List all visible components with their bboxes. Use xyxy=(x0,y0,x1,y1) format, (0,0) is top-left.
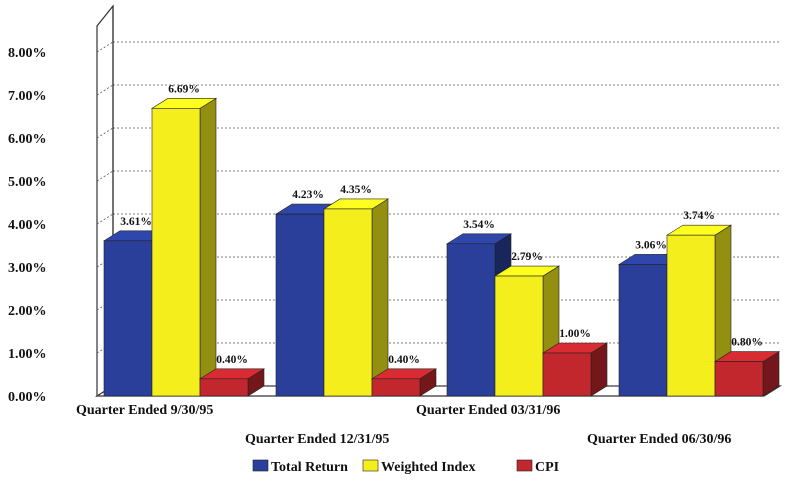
bar-front xyxy=(542,352,592,397)
gridline-side xyxy=(96,41,114,53)
bar xyxy=(198,368,266,397)
bar-front xyxy=(323,208,373,397)
data-label: 1.00% xyxy=(559,328,591,340)
legend-item: Weighted Index xyxy=(362,459,476,475)
gridlines xyxy=(96,6,780,397)
bar xyxy=(150,97,218,397)
y-tick-label: 0.00% xyxy=(8,390,47,405)
y-tick-label: 2.00% xyxy=(8,304,47,319)
gridline-side xyxy=(96,213,114,225)
bar-front xyxy=(494,275,544,397)
y-tick-label: 8.00% xyxy=(8,46,47,61)
x-tick-label: Quarter Ended 03/31/96 xyxy=(416,403,560,418)
y-tick-label: 7.00% xyxy=(8,89,47,104)
data-label: 4.23% xyxy=(292,189,324,201)
data-label: 2.79% xyxy=(511,251,543,263)
bar-front xyxy=(371,378,421,397)
legend-label: Total Return xyxy=(271,460,348,475)
bar-front xyxy=(666,234,716,397)
legend-item: CPI xyxy=(516,459,559,475)
gridline-side xyxy=(96,127,114,139)
y-tick-label: 5.00% xyxy=(8,175,47,190)
y-tick-label: 3.00% xyxy=(8,261,47,276)
bar xyxy=(370,368,438,397)
y-tick-label: 1.00% xyxy=(8,347,47,362)
x-axis-ticks: Quarter Ended 9/30/95 Quarter Ended 12/31… xyxy=(76,403,731,447)
x-tick-label: Quarter Ended 12/31/95 xyxy=(245,432,389,447)
data-label: 0.40% xyxy=(216,354,248,366)
data-label: 6.69% xyxy=(168,83,200,95)
legend-label: CPI xyxy=(535,460,559,475)
bar-front xyxy=(618,264,668,397)
y-tick-label: 4.00% xyxy=(8,218,47,233)
bar-front xyxy=(103,240,153,397)
bar-front xyxy=(151,108,201,397)
bar-side xyxy=(371,198,389,397)
gridline-side xyxy=(96,170,114,182)
bar-side xyxy=(199,97,217,397)
legend-swatch xyxy=(362,459,379,472)
data-label: 0.40% xyxy=(388,354,420,366)
bar xyxy=(713,351,781,397)
bar xyxy=(541,342,609,397)
legend-swatch xyxy=(252,459,269,472)
bar-front xyxy=(446,243,496,397)
legend-swatch xyxy=(516,459,533,472)
bar xyxy=(322,198,390,397)
bars xyxy=(102,97,781,397)
data-label: 0.80% xyxy=(731,337,763,349)
data-label: 4.35% xyxy=(340,184,372,196)
legend: Total Return Weighted Index CPI xyxy=(252,459,559,475)
bar-front xyxy=(275,213,325,397)
y-tick-label: 6.00% xyxy=(8,132,47,147)
bar-front xyxy=(199,378,249,397)
bar xyxy=(665,224,733,397)
bar-front xyxy=(714,361,764,397)
x-tick-label: Quarter Ended 06/30/96 xyxy=(587,432,731,447)
data-label: 3.54% xyxy=(463,219,495,231)
legend-label: Weighted Index xyxy=(381,460,476,475)
gridline-side xyxy=(96,84,114,96)
x-tick-label: Quarter Ended 9/30/95 xyxy=(76,403,213,418)
data-label: 3.74% xyxy=(683,210,715,222)
data-label: 3.61% xyxy=(120,216,152,228)
data-labels: 3.61% 6.69% 0.40% 4.23% 4.35% 0.40% 3.54% 2.79%… xyxy=(120,83,763,365)
data-label: 3.06% xyxy=(635,239,667,251)
legend-item: Total Return xyxy=(252,459,348,475)
y-axis-ticks: 0.00% 1.00% 2.00% 3.00% 4.00% 5.00% 6.00% 7.00%… xyxy=(8,46,47,405)
